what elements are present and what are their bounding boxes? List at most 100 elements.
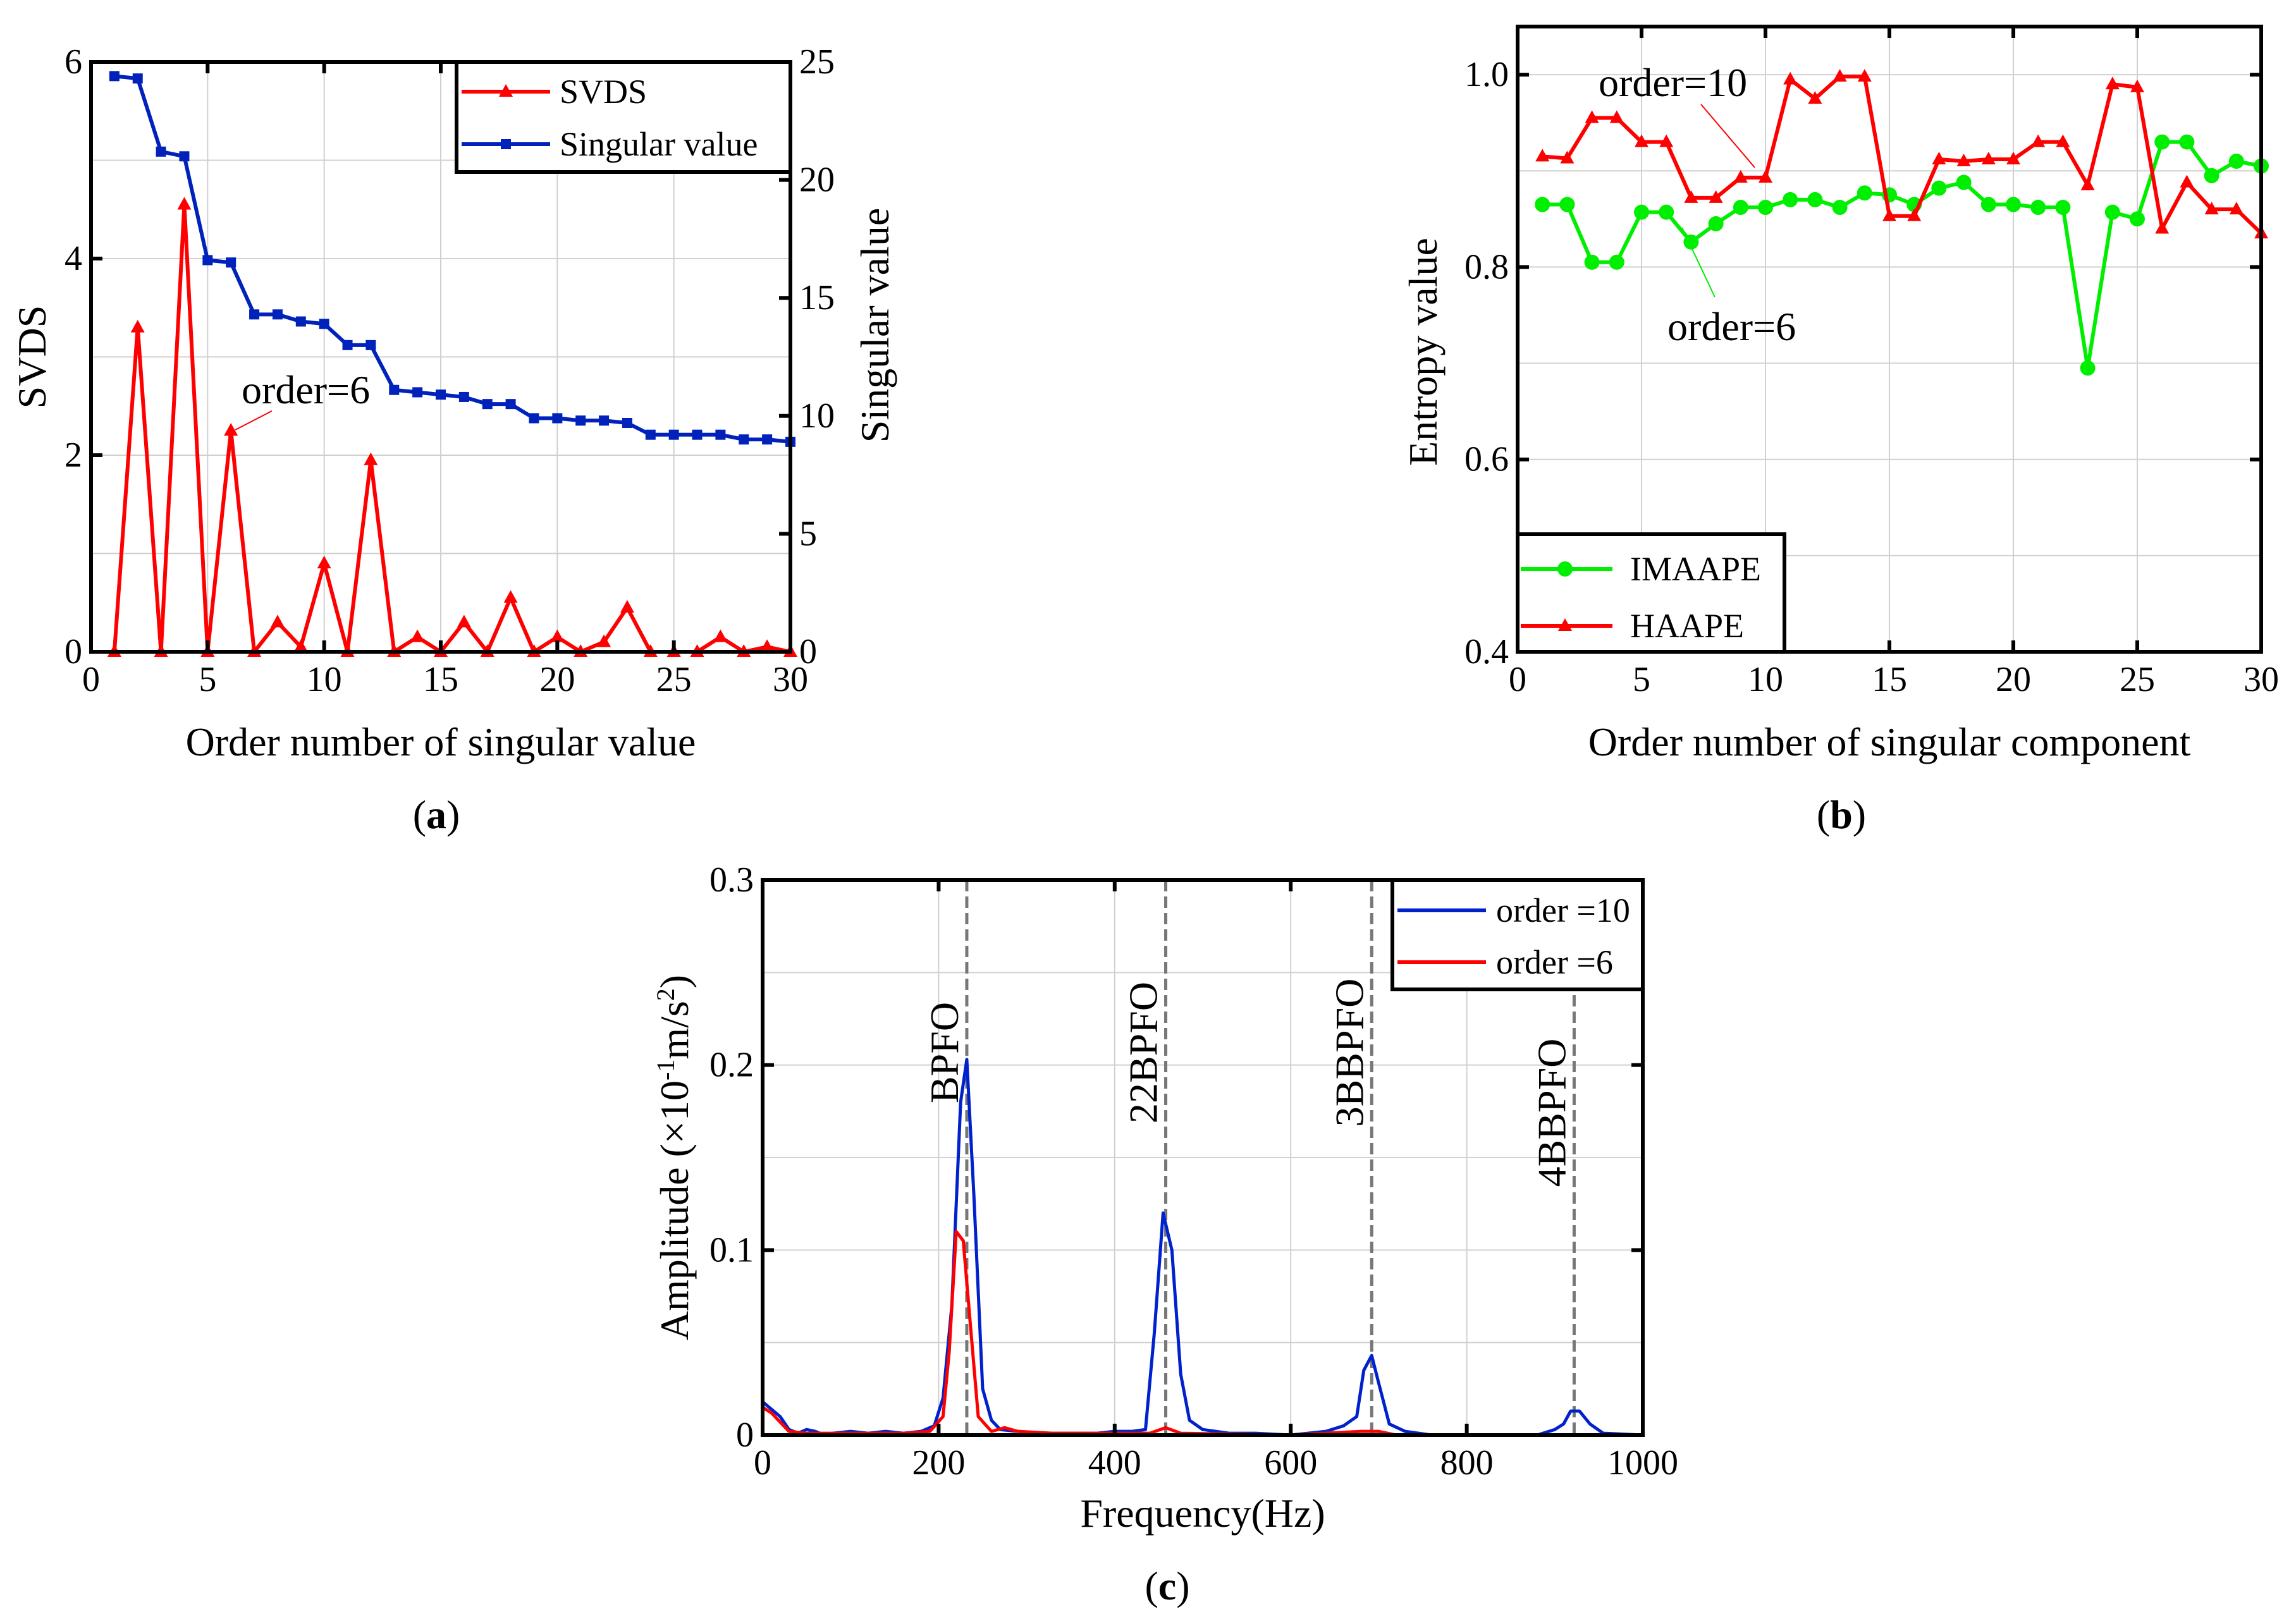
y-tick-label: 6 bbox=[64, 42, 82, 82]
y2-axis-label: Singular value bbox=[852, 208, 897, 443]
series-haape-point bbox=[1659, 134, 1674, 147]
series-haape-point bbox=[2204, 202, 2219, 215]
annotation-order-10: order=10 bbox=[1599, 60, 1747, 105]
series-haape-point bbox=[2080, 178, 2095, 191]
caption-letter: a bbox=[426, 792, 446, 837]
x-tick-label: 5 bbox=[199, 660, 216, 699]
series-haape-point bbox=[1833, 69, 1847, 82]
legend-marker-imaape bbox=[1557, 561, 1573, 577]
series-haape-point bbox=[1684, 190, 1698, 203]
y2-tick-label: 10 bbox=[799, 396, 835, 436]
series-haape-point bbox=[1956, 154, 1971, 167]
series-imaape-point bbox=[1535, 197, 1550, 212]
annotation-order-6: order=6 bbox=[1667, 304, 1796, 349]
x-tick-label: 20 bbox=[539, 660, 575, 699]
x-tick-label: 600 bbox=[1264, 1443, 1317, 1483]
series-haape-point bbox=[1709, 190, 1723, 203]
series-imaape-point bbox=[1956, 174, 1972, 190]
caption-open: ( bbox=[413, 792, 426, 837]
y2-tick-label: 5 bbox=[799, 514, 817, 553]
annotation-arrow-order-6 bbox=[1681, 227, 1716, 298]
x-tick-label: 25 bbox=[656, 660, 692, 699]
legend-box bbox=[455, 60, 792, 174]
x-tick-label: 200 bbox=[912, 1443, 965, 1483]
series-singular-value-point bbox=[412, 387, 423, 398]
y-tick-label: 0.3 bbox=[709, 860, 754, 900]
series-svds-point bbox=[620, 600, 634, 613]
series-singular-value-point bbox=[295, 316, 306, 327]
series-haape-point bbox=[2056, 134, 2070, 147]
series-svds-point bbox=[410, 629, 425, 642]
legend-label-singular-value: Singular value bbox=[560, 125, 758, 163]
x-tick-label: 800 bbox=[1440, 1443, 1494, 1483]
series-singular-value-point bbox=[226, 257, 236, 268]
series-imaape-point bbox=[2006, 197, 2021, 212]
x-axis-label: Order number of singular value bbox=[186, 719, 696, 764]
y-tick-label: 1.0 bbox=[1464, 55, 1509, 94]
series-imaape-point bbox=[1783, 192, 1798, 207]
legend-label-order-6: order =6 bbox=[1496, 943, 1613, 981]
series-svds-point bbox=[457, 614, 471, 628]
harmonic-marker-label: 4BBPFO bbox=[1529, 1039, 1574, 1187]
annotation-arrow-order-10 bbox=[1700, 104, 1755, 168]
harmonic-marker-label: 22BPFO bbox=[1121, 982, 1166, 1123]
series-haape-point bbox=[2105, 76, 2120, 90]
x-tick-label: 1000 bbox=[1607, 1443, 1678, 1483]
series-imaape-point bbox=[1807, 192, 1823, 207]
series-svds-point bbox=[293, 639, 308, 652]
series-singular-value-point bbox=[132, 73, 143, 84]
y-tick-label: 0 bbox=[64, 632, 82, 671]
series-order-10-line bbox=[761, 1058, 1643, 1437]
series-imaape-point bbox=[2204, 168, 2219, 183]
caption-open: ( bbox=[1145, 1563, 1158, 1608]
caption-a: (a) bbox=[413, 792, 460, 837]
legend-marker-haape bbox=[1558, 618, 1572, 631]
series-haape-point bbox=[2229, 202, 2244, 215]
y-tick-label: 0.1 bbox=[709, 1230, 754, 1269]
y-axis-label-sup2: 2 bbox=[651, 988, 680, 1001]
series-imaape-point bbox=[1634, 204, 1649, 220]
y-axis-label: SVDS bbox=[9, 305, 54, 409]
series-singular-value-point bbox=[436, 389, 446, 400]
series-svds-point bbox=[317, 556, 331, 569]
caption-letter: c bbox=[1158, 1563, 1176, 1608]
x-tick-label: 10 bbox=[307, 660, 342, 699]
series-haape-point bbox=[2130, 79, 2144, 92]
series-imaape-point bbox=[1584, 254, 1600, 270]
x-tick-label: 15 bbox=[1872, 660, 1907, 699]
plot-frame bbox=[761, 878, 1645, 1437]
harmonic-marker-label: 3BBPFO bbox=[1327, 979, 1372, 1127]
series-imaape-point bbox=[1857, 185, 1872, 201]
series-imaape-point bbox=[2104, 204, 2120, 220]
series-svds-point bbox=[130, 319, 145, 333]
y-axis-label-mid: m/s bbox=[652, 1001, 697, 1059]
series-haape-point bbox=[1609, 110, 1624, 123]
series-singular-value-point bbox=[762, 434, 773, 445]
series-singular-value-point bbox=[645, 429, 656, 440]
series-imaape-point bbox=[2080, 360, 2096, 376]
series-singular-value-point bbox=[529, 413, 539, 424]
series-svds-point bbox=[597, 634, 611, 647]
series-imaape-point bbox=[1931, 180, 1947, 196]
series-singular-value-point bbox=[505, 399, 516, 410]
series-haape-point bbox=[2180, 174, 2194, 188]
series-imaape-point bbox=[1980, 197, 1996, 212]
caption-b: (b) bbox=[1817, 792, 1866, 837]
legend-label-order-10: order =10 bbox=[1496, 891, 1630, 929]
series-singular-value-point bbox=[482, 399, 493, 410]
legend-box bbox=[1516, 532, 1786, 654]
series-singular-value-point bbox=[692, 429, 703, 440]
legend: SVDS Singular value bbox=[455, 60, 792, 174]
series-haape-point bbox=[1560, 150, 1575, 164]
x-tick-label: 0 bbox=[1509, 660, 1526, 699]
y2-tick-label: 15 bbox=[799, 278, 835, 317]
series-singular-value-point bbox=[179, 151, 190, 162]
y-tick-label: 0.4 bbox=[1464, 632, 1509, 671]
caption-letter: b bbox=[1830, 792, 1853, 837]
x-tick-label: 400 bbox=[1088, 1443, 1141, 1483]
series-svds-point bbox=[713, 629, 728, 642]
y-tick-label: 0.2 bbox=[709, 1046, 754, 1085]
series-imaape-point bbox=[1659, 204, 1674, 220]
legend-label-imaape: IMAAPE bbox=[1630, 550, 1761, 588]
legend: IMAAPE HAAPE bbox=[1516, 532, 1786, 654]
